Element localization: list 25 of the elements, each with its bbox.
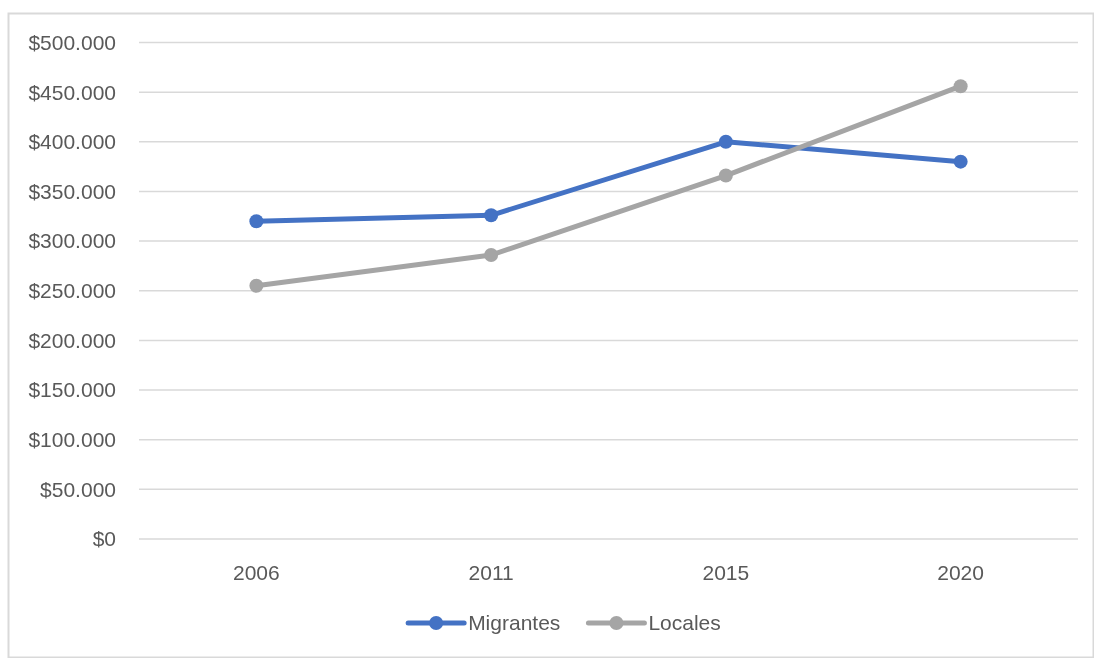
point [249, 214, 264, 229]
x-tick-label: 2011 [468, 561, 514, 584]
y-tick-label: $500.000 [28, 30, 116, 54]
y-tick-label: $450.000 [28, 80, 116, 104]
y-tick-label: $250.000 [28, 279, 116, 303]
y-tick-label: $100.000 [28, 428, 116, 452]
point [953, 79, 968, 94]
y-tick-label: $400.000 [28, 130, 116, 154]
legend-label: Locales [648, 611, 721, 635]
legend-label: Migrantes [468, 611, 561, 635]
point [953, 154, 968, 169]
point [484, 248, 499, 262]
y-tick-label: $350.000 [28, 179, 116, 203]
x-tick-label: 2015 [702, 561, 750, 584]
y-tick-label: $300.000 [28, 229, 116, 253]
x-tick-label: 2006 [233, 561, 280, 584]
y-tick-label: $200.000 [28, 328, 116, 352]
point [484, 208, 499, 223]
y-tick-label: $150.000 [28, 378, 116, 402]
point [718, 168, 733, 183]
point [249, 278, 264, 293]
point [718, 134, 733, 149]
y-tick-label: $0 [92, 527, 116, 551]
y-tick-label: $50.000 [40, 477, 116, 501]
x-tick-label: 2020 [937, 561, 984, 584]
